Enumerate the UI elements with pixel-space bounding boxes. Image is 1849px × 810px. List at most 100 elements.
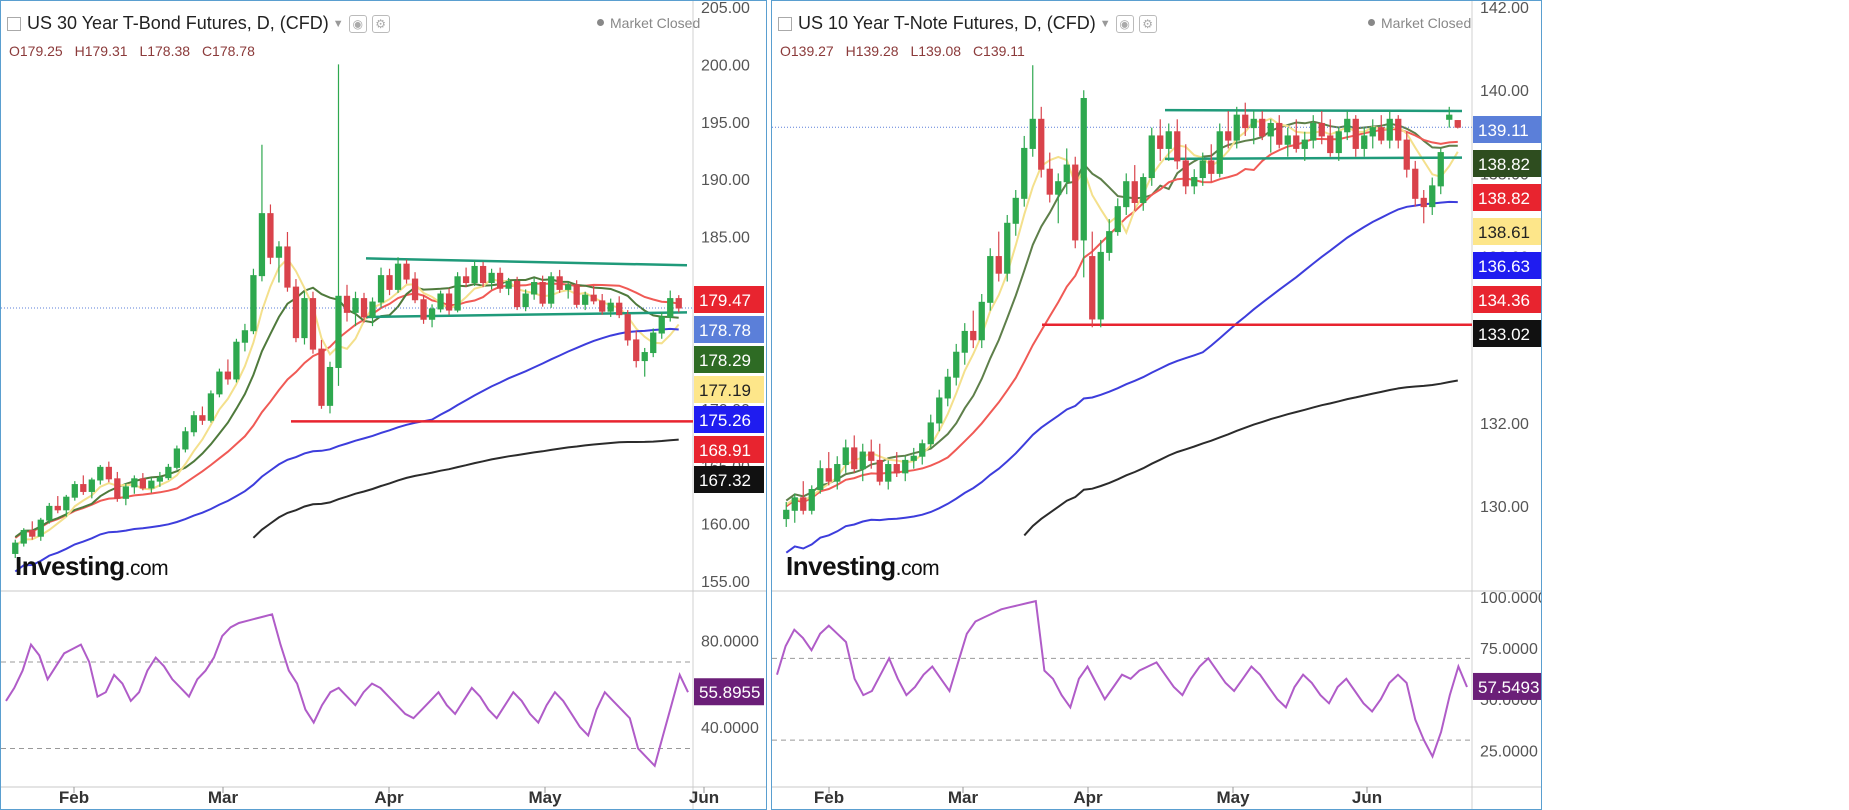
candle-body — [105, 466, 112, 480]
candle-body — [488, 272, 495, 284]
candle-body — [1080, 98, 1087, 241]
candle-body — [607, 302, 614, 312]
candle-body — [808, 488, 815, 511]
price-label-text: 136.63 — [1478, 257, 1530, 276]
candle-body — [1276, 122, 1283, 145]
candle-body — [513, 280, 521, 308]
price-label-text: 167.32 — [699, 471, 751, 490]
collapse-icon[interactable] — [7, 16, 21, 31]
rsi-line — [776, 599, 1468, 760]
logo-suffix: .com — [895, 557, 940, 580]
moving-average-line — [785, 200, 1458, 554]
candle-body — [454, 276, 461, 311]
candle-body — [173, 448, 181, 468]
price-tick-label: 130.00 — [1480, 499, 1529, 516]
price-label-text: 178.78 — [699, 321, 751, 340]
rsi-tick-label: 25.0000 — [1480, 743, 1538, 760]
logo-suffix: .com — [124, 557, 169, 580]
candle-body — [1012, 197, 1019, 224]
candle-body — [131, 478, 138, 488]
candle-body — [834, 464, 841, 482]
price-label-text: 138.82 — [1478, 189, 1530, 208]
tbond-market-status: Market Closed — [597, 15, 700, 31]
price-label-box — [694, 406, 764, 433]
candle-body — [318, 348, 325, 406]
price-label-box — [1473, 116, 1541, 143]
price-label-text: 138.61 — [1478, 223, 1530, 242]
candle-body — [462, 276, 470, 284]
candle-body — [20, 529, 27, 544]
candle-body — [1429, 185, 1436, 208]
candle-body — [825, 468, 832, 482]
candle-body — [987, 256, 994, 303]
tbond-ohlc: O179.25 H179.31 L178.38 C178.78 — [9, 43, 263, 59]
candle-body — [352, 298, 359, 313]
rsi-tick-label: 80.0000 — [701, 633, 759, 650]
candle-body — [842, 447, 849, 466]
price-label-text: 138.82 — [1478, 155, 1530, 174]
candle-body — [1412, 168, 1419, 199]
eye-icon[interactable]: ◉ — [348, 14, 367, 33]
tbond-high: H179.31 — [74, 43, 128, 59]
price-tick-label: 200.00 — [701, 57, 750, 74]
time-tick-label: Mar — [948, 788, 979, 807]
candle-body — [1403, 139, 1410, 170]
tnote-chart-panel: 142.00140.00138.00136.00134.00132.00130.… — [771, 0, 1542, 810]
candle-body — [817, 468, 824, 490]
eye-icon[interactable]: ◉ — [1115, 14, 1134, 33]
candle-body — [1327, 135, 1334, 154]
candle-body — [783, 509, 790, 520]
candle-body — [1029, 118, 1036, 149]
gear-icon[interactable]: ⚙ — [1138, 14, 1157, 33]
candle-body — [885, 464, 892, 482]
candle-body — [1182, 160, 1189, 187]
candle-body — [445, 293, 453, 311]
candle-body — [301, 298, 308, 339]
tbond-status-text: Market Closed — [610, 15, 701, 31]
tbond-close: C178.78 — [201, 43, 255, 59]
time-tick-label: May — [528, 788, 562, 807]
candle-body — [633, 339, 640, 362]
gear-icon[interactable]: ⚙ — [371, 14, 390, 33]
candle-body — [1038, 118, 1045, 170]
collapse-icon[interactable] — [778, 16, 792, 31]
candle-body — [1437, 152, 1444, 187]
tnote-low: L139.08 — [910, 43, 962, 59]
channel-upper-line — [365, 257, 688, 267]
candle-body — [479, 265, 487, 284]
chevron-down-icon[interactable]: ▼ — [332, 17, 344, 30]
candle-body — [386, 275, 393, 290]
moving-average-line — [252, 438, 679, 539]
candle-body — [80, 484, 87, 492]
candle-body — [1157, 135, 1164, 149]
price-tick-label: 195.00 — [701, 115, 750, 132]
candle-body — [800, 497, 807, 511]
candle-body — [1259, 118, 1266, 137]
candle-body — [876, 459, 883, 482]
candle-body — [309, 298, 317, 350]
candle-body — [1250, 118, 1257, 129]
candle-body — [1301, 139, 1308, 149]
tnote-ohlc: O139.27 H139.28 L139.08 C139.11 — [780, 43, 1033, 59]
candle-body — [1199, 160, 1206, 179]
candle-body — [995, 256, 1002, 274]
candle-body — [1216, 131, 1223, 174]
price-label-box — [694, 346, 764, 373]
candle-body — [961, 330, 968, 353]
candle-body — [1233, 114, 1240, 141]
candle-body — [437, 293, 444, 310]
candle-body — [1148, 135, 1155, 179]
candle-body — [377, 275, 385, 303]
candle-body — [29, 529, 36, 537]
candle-body — [199, 415, 206, 421]
candle-body — [1352, 118, 1359, 149]
price-label-box — [1473, 252, 1541, 279]
candle-body — [650, 332, 657, 354]
candle-body — [88, 479, 95, 492]
logo-text: Investing — [15, 551, 125, 581]
chevron-down-icon[interactable]: ▼ — [1099, 17, 1111, 30]
candle-body — [1097, 251, 1104, 320]
time-tick-label: Jun — [689, 788, 719, 807]
candle-body — [893, 464, 900, 474]
moving-average-line — [785, 128, 1458, 508]
